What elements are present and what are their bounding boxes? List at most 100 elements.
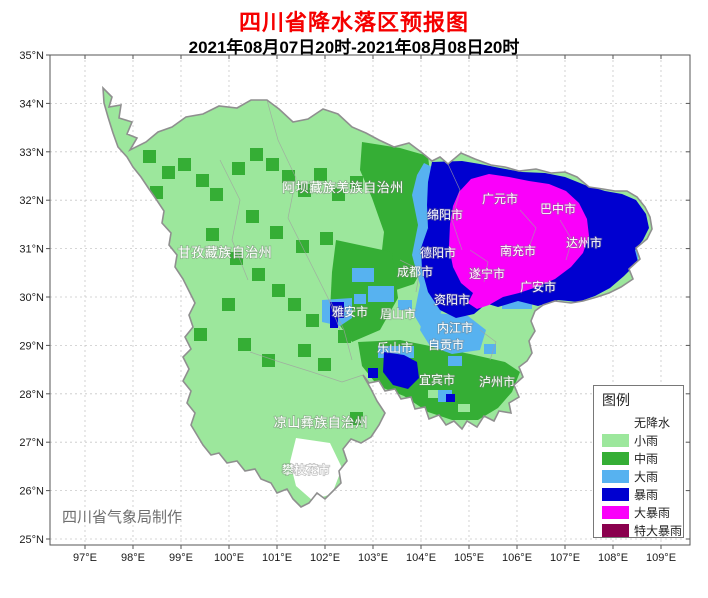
district-boundaries bbox=[219, 99, 573, 383]
lat-tick-label: 31°N bbox=[19, 244, 44, 256]
city-label: 巴中市 bbox=[540, 201, 576, 216]
lon-tick-label: 101°E bbox=[262, 552, 292, 564]
city-label: 宜宾市 bbox=[419, 372, 455, 387]
lon-tick-label: 99°E bbox=[169, 552, 193, 564]
zone-moderate-rain bbox=[298, 184, 311, 197]
legend-swatch bbox=[602, 487, 629, 501]
legend-swatch bbox=[602, 523, 629, 537]
lat-tick-label: 26°N bbox=[19, 486, 44, 498]
legend-label: 无降水 bbox=[634, 415, 671, 430]
lon-tick-label: 97°E bbox=[73, 552, 97, 564]
zone-light-rain bbox=[458, 404, 470, 412]
zone-moderate-rain bbox=[143, 150, 156, 163]
zone-moderate-rain bbox=[210, 188, 223, 201]
region-label: 阿坝藏族羌族自治州 bbox=[282, 180, 404, 195]
zone-moderate-rain bbox=[232, 162, 245, 175]
region-label: 甘孜藏族自治州 bbox=[178, 245, 273, 260]
legend-label: 暴雨 bbox=[634, 487, 659, 502]
legend-swatch bbox=[602, 433, 629, 447]
zone-rainstorm bbox=[383, 352, 419, 389]
lat-tick-label: 28°N bbox=[19, 389, 44, 401]
legend-swatch bbox=[602, 505, 629, 519]
city-label: 雅安市 bbox=[332, 304, 368, 319]
city-label: 南充市 bbox=[500, 243, 536, 258]
zone-rainstorm bbox=[421, 228, 486, 318]
lat-tick-label: 29°N bbox=[19, 340, 44, 352]
city-label: 自贡市 bbox=[428, 337, 464, 352]
zone-moderate-rain bbox=[206, 228, 219, 241]
zone-heavy-rain bbox=[484, 344, 496, 354]
legend-item: 小雨 bbox=[602, 431, 683, 449]
province-outline bbox=[102, 85, 653, 508]
lat-tick-label: 33°N bbox=[19, 147, 44, 159]
zone-moderate-rain bbox=[350, 412, 363, 425]
plot-frame bbox=[49, 54, 691, 546]
zone-moderate-rain bbox=[368, 162, 381, 175]
lon-tick-label: 102°E bbox=[310, 552, 340, 564]
lon-tick-label: 103°E bbox=[358, 552, 388, 564]
legend-label: 大暴雨 bbox=[634, 505, 671, 520]
zone-moderate-rain bbox=[250, 148, 263, 161]
lon-tick-label: 100°E bbox=[214, 552, 244, 564]
zone-moderate-rain bbox=[178, 158, 191, 171]
forecast-period: 2021年08月07日20时-2021年08月08日20时 bbox=[188, 38, 520, 57]
city-label: 乐山市 bbox=[377, 340, 413, 355]
city-label: 广元市 bbox=[482, 191, 518, 206]
city-label: 绵阳市 bbox=[427, 207, 463, 222]
lat-tick-label: 25°N bbox=[19, 534, 44, 546]
lat-tick-label: 35°N bbox=[19, 50, 44, 62]
lon-tick-label: 105°E bbox=[454, 552, 484, 564]
lon-tick-label: 107°E bbox=[550, 552, 580, 564]
zone-moderate-rain bbox=[222, 298, 235, 311]
zone-rainstorm bbox=[446, 394, 455, 402]
zone-moderate-rain bbox=[318, 358, 331, 371]
zone-no-rain bbox=[356, 450, 380, 484]
zone-moderate-rain bbox=[282, 170, 295, 183]
legend-swatch bbox=[602, 415, 629, 429]
city-label: 成都市 bbox=[397, 264, 433, 279]
legend-item: 大暴雨 bbox=[602, 503, 683, 521]
lat-tick-label: 30°N bbox=[19, 292, 44, 304]
zone-moderate-rain bbox=[238, 338, 251, 351]
zone-moderate-rain bbox=[338, 330, 351, 343]
region-label: 凉山彝族自治州 bbox=[274, 415, 369, 430]
zone-moderate-rain bbox=[162, 166, 175, 179]
zone-heavy-rain bbox=[368, 286, 394, 302]
city-label: 广安市 bbox=[520, 279, 556, 294]
city-label: 德阳市 bbox=[420, 245, 456, 260]
legend-label: 特大暴雨 bbox=[634, 523, 683, 538]
city-label: 攀枝花市 bbox=[282, 462, 330, 477]
city-label: 资阳市 bbox=[434, 292, 470, 307]
zone-moderate-rain bbox=[288, 298, 301, 311]
zone-moderate-rain bbox=[266, 158, 279, 171]
lat-tick-label: 27°N bbox=[19, 437, 44, 449]
city-label: 眉山市 bbox=[380, 306, 416, 321]
zone-heavy-rain bbox=[448, 356, 462, 366]
zone-moderate-rain bbox=[270, 226, 283, 239]
legend-item: 无降水 bbox=[602, 413, 683, 431]
zone-moderate-rain bbox=[384, 152, 397, 165]
zone-moderate-rain bbox=[356, 308, 369, 321]
city-label: 内江市 bbox=[437, 320, 473, 335]
zone-moderate-rain bbox=[196, 174, 209, 187]
lon-tick-label: 108°E bbox=[598, 552, 628, 564]
zone-moderate-rain bbox=[298, 344, 311, 357]
lat-tick-label: 34°N bbox=[19, 98, 44, 110]
zone-heavy-rain bbox=[398, 300, 412, 310]
zone-moderate-rain bbox=[332, 188, 345, 201]
zone-moderate-rain bbox=[230, 252, 243, 265]
zone-light-rain bbox=[428, 390, 438, 398]
zone-no-rain bbox=[290, 438, 342, 500]
zone-moderate-rain bbox=[350, 176, 363, 189]
zone-heavy-rain bbox=[354, 294, 366, 304]
legend-swatch bbox=[602, 469, 629, 483]
legend-item: 特大暴雨 bbox=[602, 521, 683, 539]
lon-tick-label: 104°E bbox=[406, 552, 436, 564]
legend-label: 小雨 bbox=[634, 433, 659, 448]
legend-box: 图例 无降水 小雨 中雨 大雨 暴雨 大暴雨 特大暴雨 bbox=[593, 385, 684, 538]
legend-item: 暴雨 bbox=[602, 485, 683, 503]
lon-tick-label: 98°E bbox=[121, 552, 145, 564]
